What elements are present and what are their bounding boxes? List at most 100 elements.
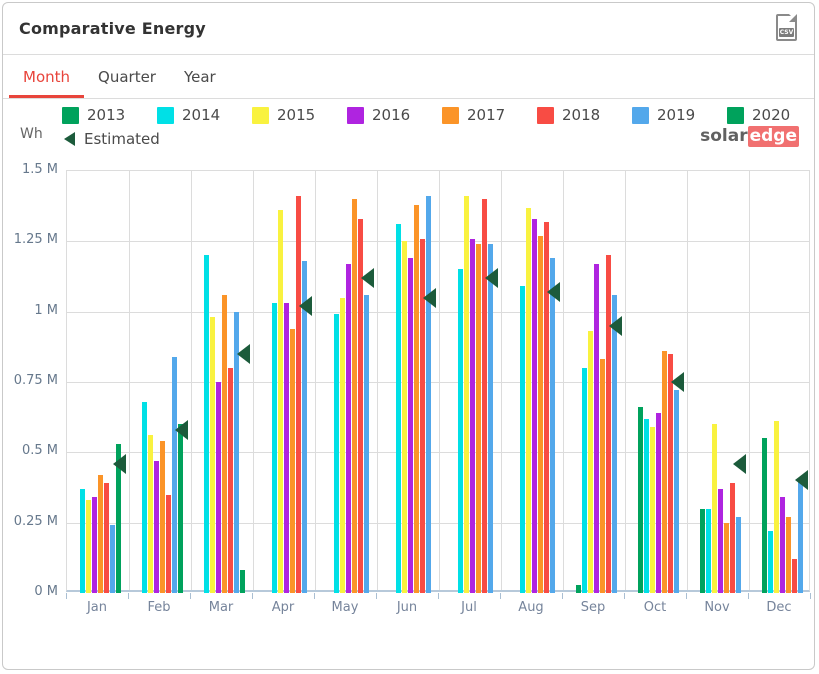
bar-2018-nov [730,483,735,593]
estimated-marker-jul [485,267,498,288]
estimated-marker-aug [547,281,560,302]
bar-2018-apr [296,196,301,593]
x-axis-tick [66,593,67,599]
legend-swatch-icon [727,106,744,124]
bar-2015-dec [774,421,779,593]
bar-2019-nov [736,517,741,593]
x-axis-label-may: May [331,600,359,615]
x-axis-tick [190,593,191,599]
bar-2018-oct [668,353,673,593]
legend-label: Estimated [84,130,160,148]
x-axis-label-jun: Jun [396,600,418,615]
x-axis-label-feb: Feb [147,600,171,615]
legend-label: 2016 [372,106,411,124]
plot-area [66,170,810,593]
legend-swatch-icon [347,106,364,124]
logo-text-edge: edge [747,126,799,147]
bar-2018-sep [606,255,611,593]
legend-item-2016[interactable]: 2016 [347,106,442,124]
bar-2016-sep [594,263,599,593]
estimated-marker-jun [423,287,436,308]
bar-2018-may [358,218,363,593]
bar-2015-nov [712,424,717,593]
bar-2019-aug [550,258,555,593]
bar-2014-nov [706,508,711,593]
bar-2015-aug [526,207,531,593]
bar-2016-oct [656,412,661,593]
export-csv-button[interactable]: CSV [776,14,800,44]
y-axis-label: 1.25 M [13,232,58,248]
y-axis-label: 1.5 M [21,162,58,177]
legend-item-2013[interactable]: 2013 [62,106,157,124]
x-axis-tick [686,593,687,599]
bar-2014-jul [458,269,463,593]
bar-2019-sep [612,294,617,593]
estimated-marker-sep [609,315,622,336]
legend-label: 2020 [752,106,791,124]
tab-quarter[interactable]: Quarter [98,68,156,86]
estimated-marker-feb [175,419,188,440]
bar-2017-apr [290,328,295,593]
bar-2019-mar [234,311,239,593]
legend-zone: Wh 2013 2014 2015 2016 2017 2018 2019 2020 Esti… [3,99,814,163]
x-axis-tick [748,593,749,599]
x-axis-tick [252,593,253,599]
bar-2019-jul [488,244,493,593]
gridline-vertical [191,171,192,590]
bar-2016-mar [216,382,221,593]
x-axis-tick [128,593,129,599]
bar-2015-jan [86,500,91,593]
bar-2019-jun [426,196,431,593]
legend-item-2017[interactable]: 2017 [442,106,537,124]
bar-2017-oct [662,351,667,593]
legend-item-estimated[interactable]: Estimated [64,130,160,148]
tab-month[interactable]: Month [9,55,85,98]
bar-2016-jul [470,238,475,593]
gridline-vertical [377,171,378,590]
x-axis-tick [376,593,377,599]
logo-text-solar: solar [700,126,748,146]
page-title: Comparative Energy [19,19,206,38]
gridline-horizontal [67,522,809,524]
bar-2017-jun [414,204,419,593]
tab-year[interactable]: Year [183,68,216,86]
x-axis-tick [562,593,563,599]
x-axis-label-jul: Jul [461,600,477,615]
estimated-marker-jan [113,453,126,474]
bar-2014-feb [142,401,147,593]
legend-item-2014[interactable]: 2014 [157,106,252,124]
legend-label: 2013 [87,106,126,124]
bar-2016-feb [154,460,159,593]
legend-item-2015[interactable]: 2015 [252,106,347,124]
legend-item-2020[interactable]: 2020 [727,106,814,124]
legend-item-2018[interactable]: 2018 [537,106,632,124]
bar-2013-dec [762,438,767,593]
csv-icon-label: CSV [779,28,794,37]
legend-item-2019[interactable]: 2019 [632,106,727,124]
bar-2015-mar [210,317,215,593]
y-axis-label: 1 M [34,302,58,318]
bar-2019-dec [798,477,803,593]
bar-2016-apr [284,303,289,593]
x-axis-label-nov: Nov [704,600,730,615]
bar-2017-feb [160,441,165,593]
bar-2017-nov [724,522,729,593]
bar-2017-aug [538,235,543,593]
gridline-vertical [687,171,688,590]
y-axis-label: 0 M [34,584,58,599]
x-axis-label-mar: Mar [208,600,234,615]
bar-2015-feb [148,435,153,593]
gridline-vertical [563,171,564,590]
gridline-vertical [625,171,626,590]
bar-2019-jan [110,525,115,593]
bar-2014-dec [768,531,773,593]
y-axis-label: 0.25 M [13,513,58,529]
x-axis-label-jan: Jan [86,600,108,615]
card-header: Comparative Energy CSV [3,3,814,55]
bar-2014-mar [204,255,209,593]
gridline-horizontal [67,382,809,383]
bar-2014-apr [272,303,277,593]
gridline-vertical [315,171,316,590]
y-axis-unit-label: Wh [20,126,43,142]
chart-area: 0 M 0.25 M 0.5 M 0.75 M 1 M 1.25 M 1.5 M Jan Feb… [3,162,814,669]
